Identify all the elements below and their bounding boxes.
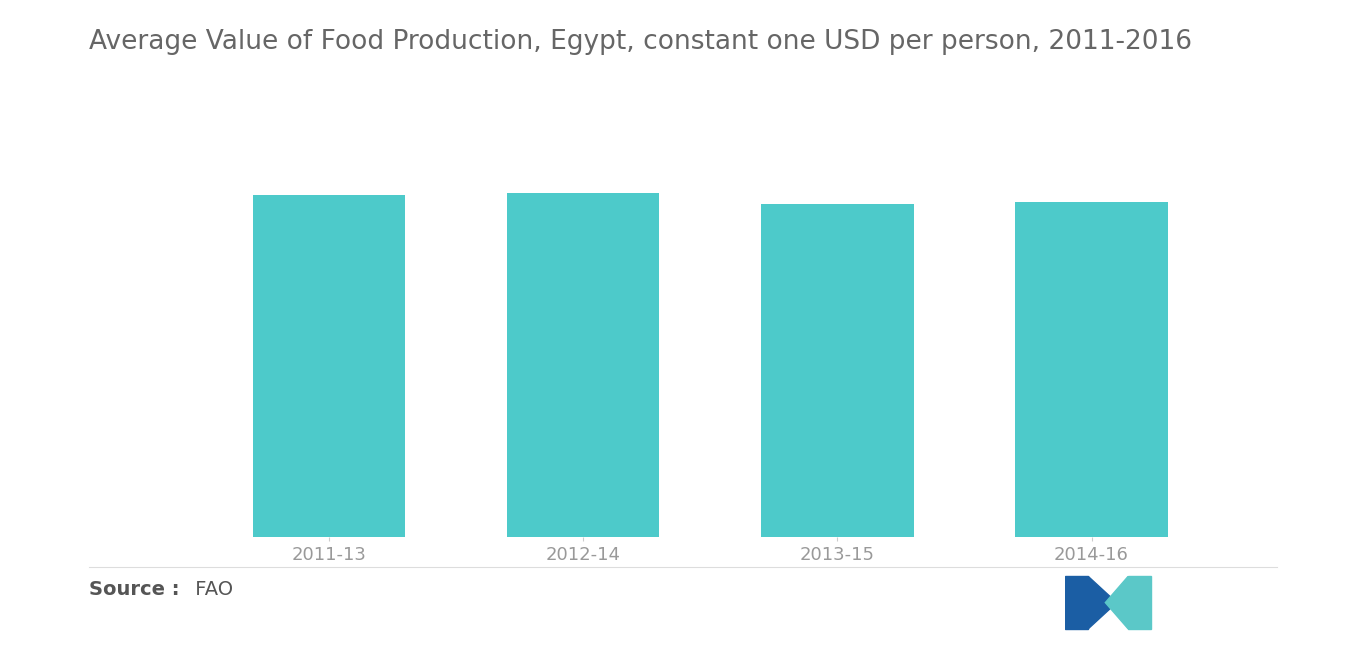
Bar [761,204,914,537]
Text: Average Value of Food Production, Egypt, constant one USD per person, 2011-2016: Average Value of Food Production, Egypt,… [89,29,1191,56]
Polygon shape [1089,576,1117,629]
Bar [1015,202,1168,537]
Bar [253,195,406,537]
Text: FAO: FAO [189,580,232,599]
Text: Source :: Source : [89,580,179,599]
Polygon shape [1105,576,1128,629]
Bar [507,193,660,537]
Polygon shape [1128,576,1150,629]
Polygon shape [1065,576,1089,629]
